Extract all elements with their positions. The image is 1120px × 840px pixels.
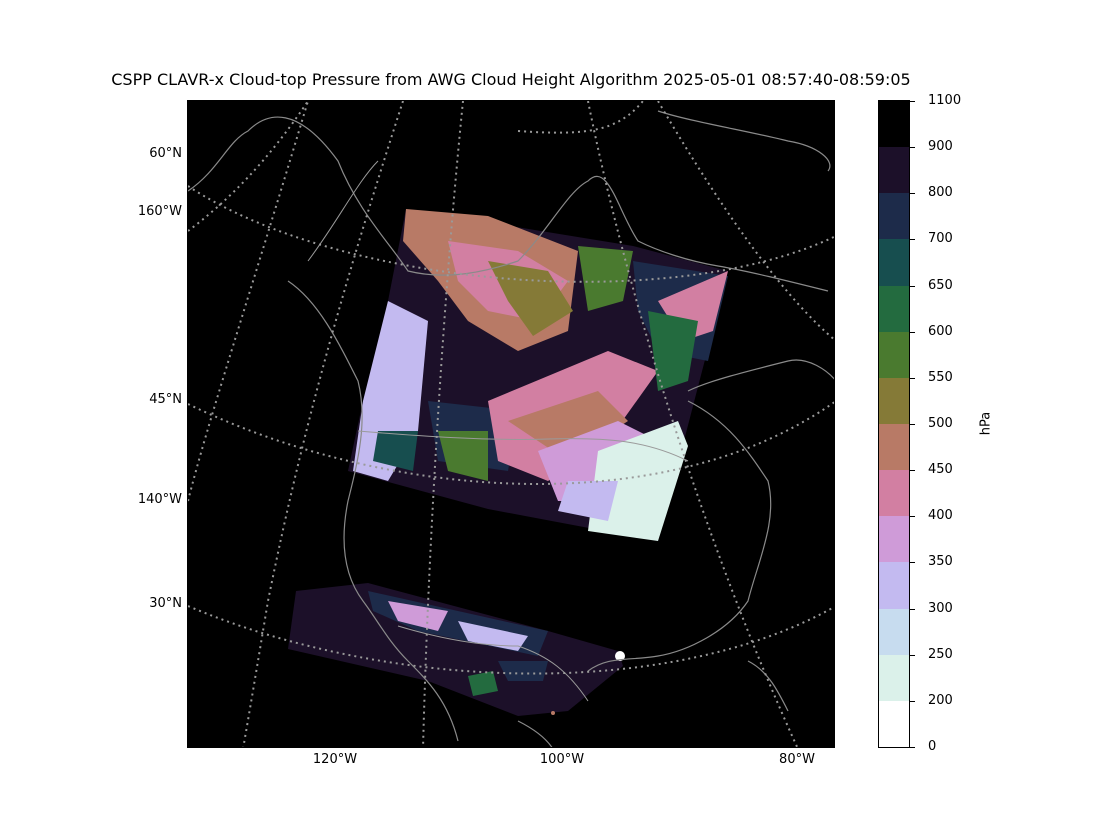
- colorbar-tick-label: 300: [928, 600, 953, 616]
- colorbar-segment: [879, 101, 909, 148]
- swath-south: [288, 583, 625, 716]
- map-canvas: [188, 101, 834, 747]
- colorbar-segment: [879, 424, 909, 471]
- figure-title: CSPP CLAVR-x Cloud-top Pressure from AWG…: [111, 70, 911, 89]
- colorbar-tick: [910, 331, 915, 333]
- borders: [307, 160, 689, 702]
- lat-label-45n: 45°N: [149, 392, 182, 407]
- colorbar-tick: [910, 608, 915, 610]
- colorbar-tick-label: 350: [928, 554, 953, 570]
- colorbar-tick: [910, 654, 915, 656]
- lat-label-60n: 60°N: [149, 146, 182, 161]
- colorbar-tick-label: 800: [928, 185, 953, 201]
- lon-label-120w: 120°W: [312, 752, 358, 767]
- lat-label-30n: 30°N: [149, 596, 182, 611]
- colorbar-segment: [879, 285, 909, 333]
- colorbar-segment: [879, 470, 909, 518]
- colorbar-segment: [879, 608, 909, 656]
- colorbar-tick-label: 500: [928, 416, 953, 431]
- colorbar-tick: [910, 101, 915, 102]
- colorbar-segment: [879, 147, 909, 195]
- colorbar-segment: [879, 654, 909, 702]
- colorbar-tick-label: 900: [928, 139, 953, 155]
- colorbar: [878, 100, 910, 748]
- colorbar-tick-label: 250: [928, 646, 953, 662]
- colorbar-tick: [910, 470, 915, 472]
- swath-north: [348, 209, 728, 541]
- colorbar-tick: [910, 747, 915, 748]
- graticule: [188, 101, 834, 747]
- colorbar-segment: [879, 700, 909, 747]
- lon-label-100w: 100°W: [539, 752, 585, 767]
- colorbar-tick-label: 450: [928, 462, 953, 478]
- colorbar-unit-label: hPa: [978, 411, 994, 436]
- lon-label-140w-left: 140°W: [137, 492, 182, 507]
- colorbar-tick: [910, 193, 915, 195]
- colorbar-tick-label: 550: [928, 369, 953, 385]
- colorbar-tick-label: 650: [928, 277, 953, 293]
- colorbar-tick: [910, 700, 915, 702]
- colorbar-tick: [910, 285, 915, 287]
- colorbar-tick: [910, 424, 915, 425]
- colorbar-tick-label: 0: [928, 739, 937, 754]
- colorbar-tick: [910, 239, 915, 241]
- coastlines: [188, 110, 834, 747]
- colorbar-segment: [879, 377, 909, 425]
- colorbar-tick: [910, 562, 915, 564]
- colorbar-tick: [910, 377, 915, 379]
- colorbar-segment: [879, 239, 909, 287]
- colorbar-tick-label: 600: [928, 323, 953, 339]
- colorbar-tick-label: 200: [928, 692, 953, 708]
- colorbar-tick-label: 1100: [928, 93, 962, 108]
- colorbar-segment: [879, 562, 909, 610]
- lon-label-160w-left: 160°W: [137, 204, 182, 219]
- colorbar-tick: [910, 516, 915, 518]
- lon-label-80w: 80°W: [779, 752, 815, 767]
- colorbar-tick-label: 400: [928, 508, 953, 524]
- colorbar-segment: [879, 331, 909, 379]
- colorbar-tick-label: 700: [928, 231, 953, 247]
- colorbar-tick: [910, 147, 915, 149]
- colorbar-segment: [879, 516, 909, 564]
- map-panel: [187, 100, 835, 748]
- colorbar-segment: [879, 193, 909, 241]
